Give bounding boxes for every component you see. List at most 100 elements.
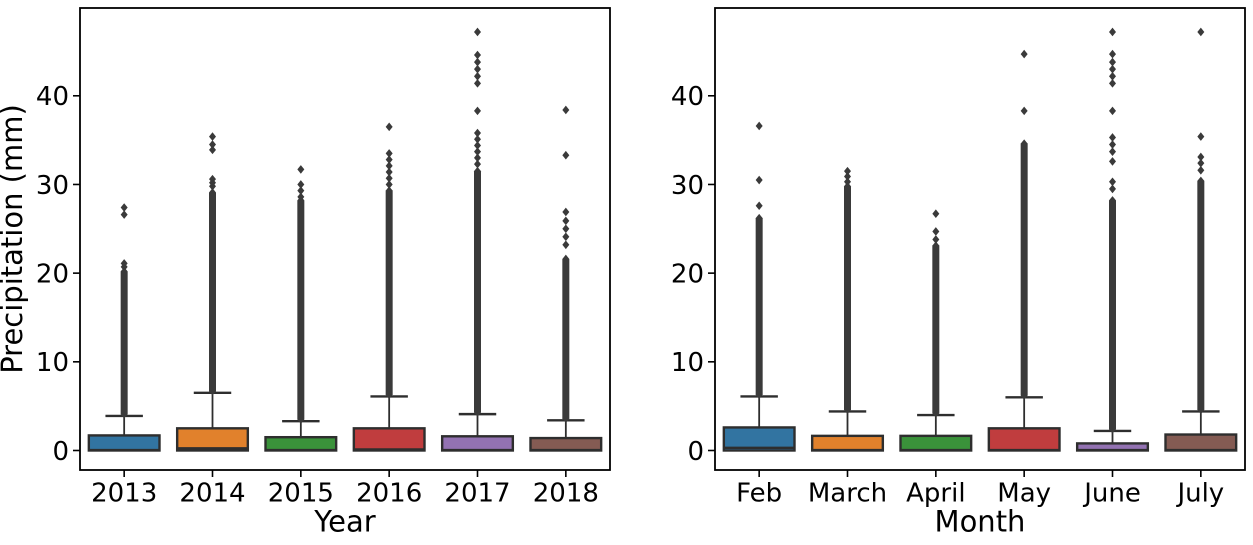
y-tick-label: 40	[671, 82, 704, 112]
box-body	[87, 434, 161, 452]
y-tick-label: 10	[36, 348, 69, 378]
outlier-point	[562, 240, 570, 250]
y-tick-label: 10	[671, 348, 704, 378]
outlier-point	[932, 235, 940, 244]
x-tick-label: 2018	[533, 478, 599, 508]
outlier-dense-column	[1197, 176, 1205, 415]
y-axis-label: Precipitation (mm)	[0, 104, 29, 374]
outlier-dense-column	[1109, 196, 1116, 434]
outlier-point	[474, 57, 481, 67]
outlier-dense-column	[209, 188, 216, 396]
outlier-point	[385, 155, 393, 164]
outlier-point	[562, 216, 570, 226]
outlier-dense-column	[1020, 139, 1028, 400]
outlier-point	[755, 121, 763, 131]
outlier-point	[474, 79, 481, 88]
box-2014	[175, 132, 250, 452]
outlier-point	[297, 186, 305, 195]
box-body	[810, 434, 885, 452]
outlier-point	[1109, 184, 1116, 194]
outlier-point	[1109, 133, 1116, 142]
box-body	[1164, 433, 1238, 452]
x-axis-label: Month	[935, 504, 1026, 538]
outlier-point	[209, 145, 216, 155]
outlier-point	[932, 227, 940, 236]
outlier-point	[120, 210, 128, 219]
outlier-point	[755, 201, 763, 211]
x-tick-label: March	[808, 478, 887, 508]
box-June	[1075, 27, 1150, 452]
box-body	[529, 436, 603, 452]
box-2013	[87, 203, 161, 452]
panel-year: 0 10 20 30 40 2013 2014 2015 2016 2017 2018 Year Pre…	[0, 7, 611, 538]
x-tick-label: 2017	[444, 478, 510, 508]
box-March	[810, 166, 885, 452]
outlier-point	[1197, 165, 1205, 175]
outlier-point	[1109, 177, 1116, 187]
outlier-point	[474, 64, 481, 74]
outlier-point	[474, 159, 481, 169]
outlier-point	[562, 232, 570, 242]
outlier-point	[1020, 49, 1028, 59]
outlier-point	[562, 224, 570, 234]
outlier-dense-column	[385, 186, 393, 399]
y-tick-label: 40	[36, 82, 69, 112]
x-tick-label: May	[997, 478, 1051, 508]
box-April	[899, 209, 973, 452]
x-axis-label: Year	[313, 504, 375, 538]
x-tick-label: June	[1082, 478, 1141, 508]
axes-frame	[714, 7, 1246, 471]
outlier-point	[297, 180, 305, 189]
outlier-point	[385, 161, 393, 171]
outlier-dense-column	[844, 181, 851, 415]
outlier-point	[1109, 157, 1116, 166]
box-2017	[440, 27, 515, 452]
outlier-point	[1109, 27, 1116, 37]
outlier-point	[1109, 106, 1116, 116]
outlier-point	[385, 167, 393, 177]
outlier-point	[562, 150, 570, 160]
y-tick-label: 20	[671, 260, 704, 290]
outlier-point	[474, 50, 481, 60]
y-tick-label: 0	[52, 437, 69, 467]
outlier-point	[844, 172, 851, 181]
x-tick-label: April	[906, 478, 965, 508]
outlier-point	[1109, 140, 1116, 149]
outlier-dense-column	[755, 213, 763, 399]
y-tick-label: 0	[687, 437, 704, 467]
outlier-point	[120, 203, 128, 212]
box-Feb	[722, 121, 796, 452]
y-tick-label: 30	[36, 171, 69, 201]
outlier-point	[932, 209, 940, 219]
outlier-point	[297, 165, 305, 174]
outlier-point	[385, 122, 393, 132]
x-tick-label: 2015	[268, 478, 334, 508]
x-tick-label: July	[1175, 478, 1224, 508]
outlier-point	[209, 140, 216, 149]
box-body	[352, 427, 426, 452]
y-tick-label: 20	[36, 260, 69, 290]
box-2015	[264, 165, 338, 452]
outlier-point	[844, 166, 851, 176]
outlier-point	[474, 147, 481, 156]
outlier-point	[297, 192, 305, 202]
outlier-point	[474, 128, 481, 138]
outlier-point	[1197, 152, 1205, 162]
outlier-point	[1109, 64, 1116, 74]
box-2016	[352, 122, 426, 452]
outlier-point	[562, 207, 570, 217]
box-2018	[529, 105, 603, 452]
x-tick-label: Feb	[736, 478, 782, 508]
panel-month: 0 10 20 30 40 Feb March April May June July Month	[671, 7, 1246, 538]
outlier-point	[1197, 158, 1205, 168]
outlier-dense-column	[297, 196, 305, 424]
outlier-point	[474, 71, 481, 81]
box-May	[987, 49, 1061, 452]
outlier-point	[1109, 79, 1116, 88]
outlier-point	[562, 105, 570, 115]
outlier-point	[385, 149, 393, 158]
outlier-point	[1109, 49, 1116, 59]
box-body	[264, 435, 338, 452]
axes-frame	[79, 7, 611, 471]
box-body	[440, 435, 515, 452]
